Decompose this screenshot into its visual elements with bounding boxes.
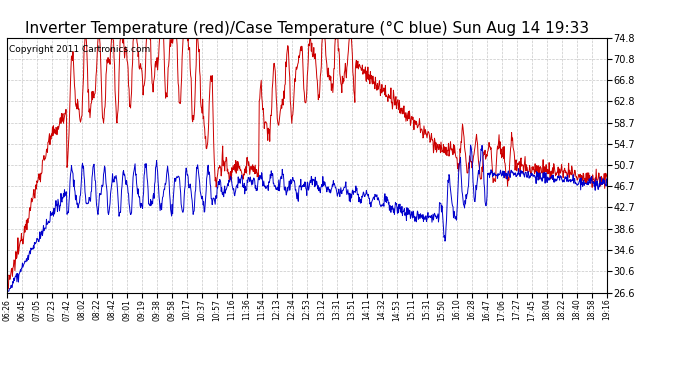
Title: Inverter Temperature (red)/Case Temperature (°C blue) Sun Aug 14 19:33: Inverter Temperature (red)/Case Temperat… xyxy=(25,21,589,36)
Text: Copyright 2011 Cartronics.com: Copyright 2011 Cartronics.com xyxy=(9,45,150,54)
